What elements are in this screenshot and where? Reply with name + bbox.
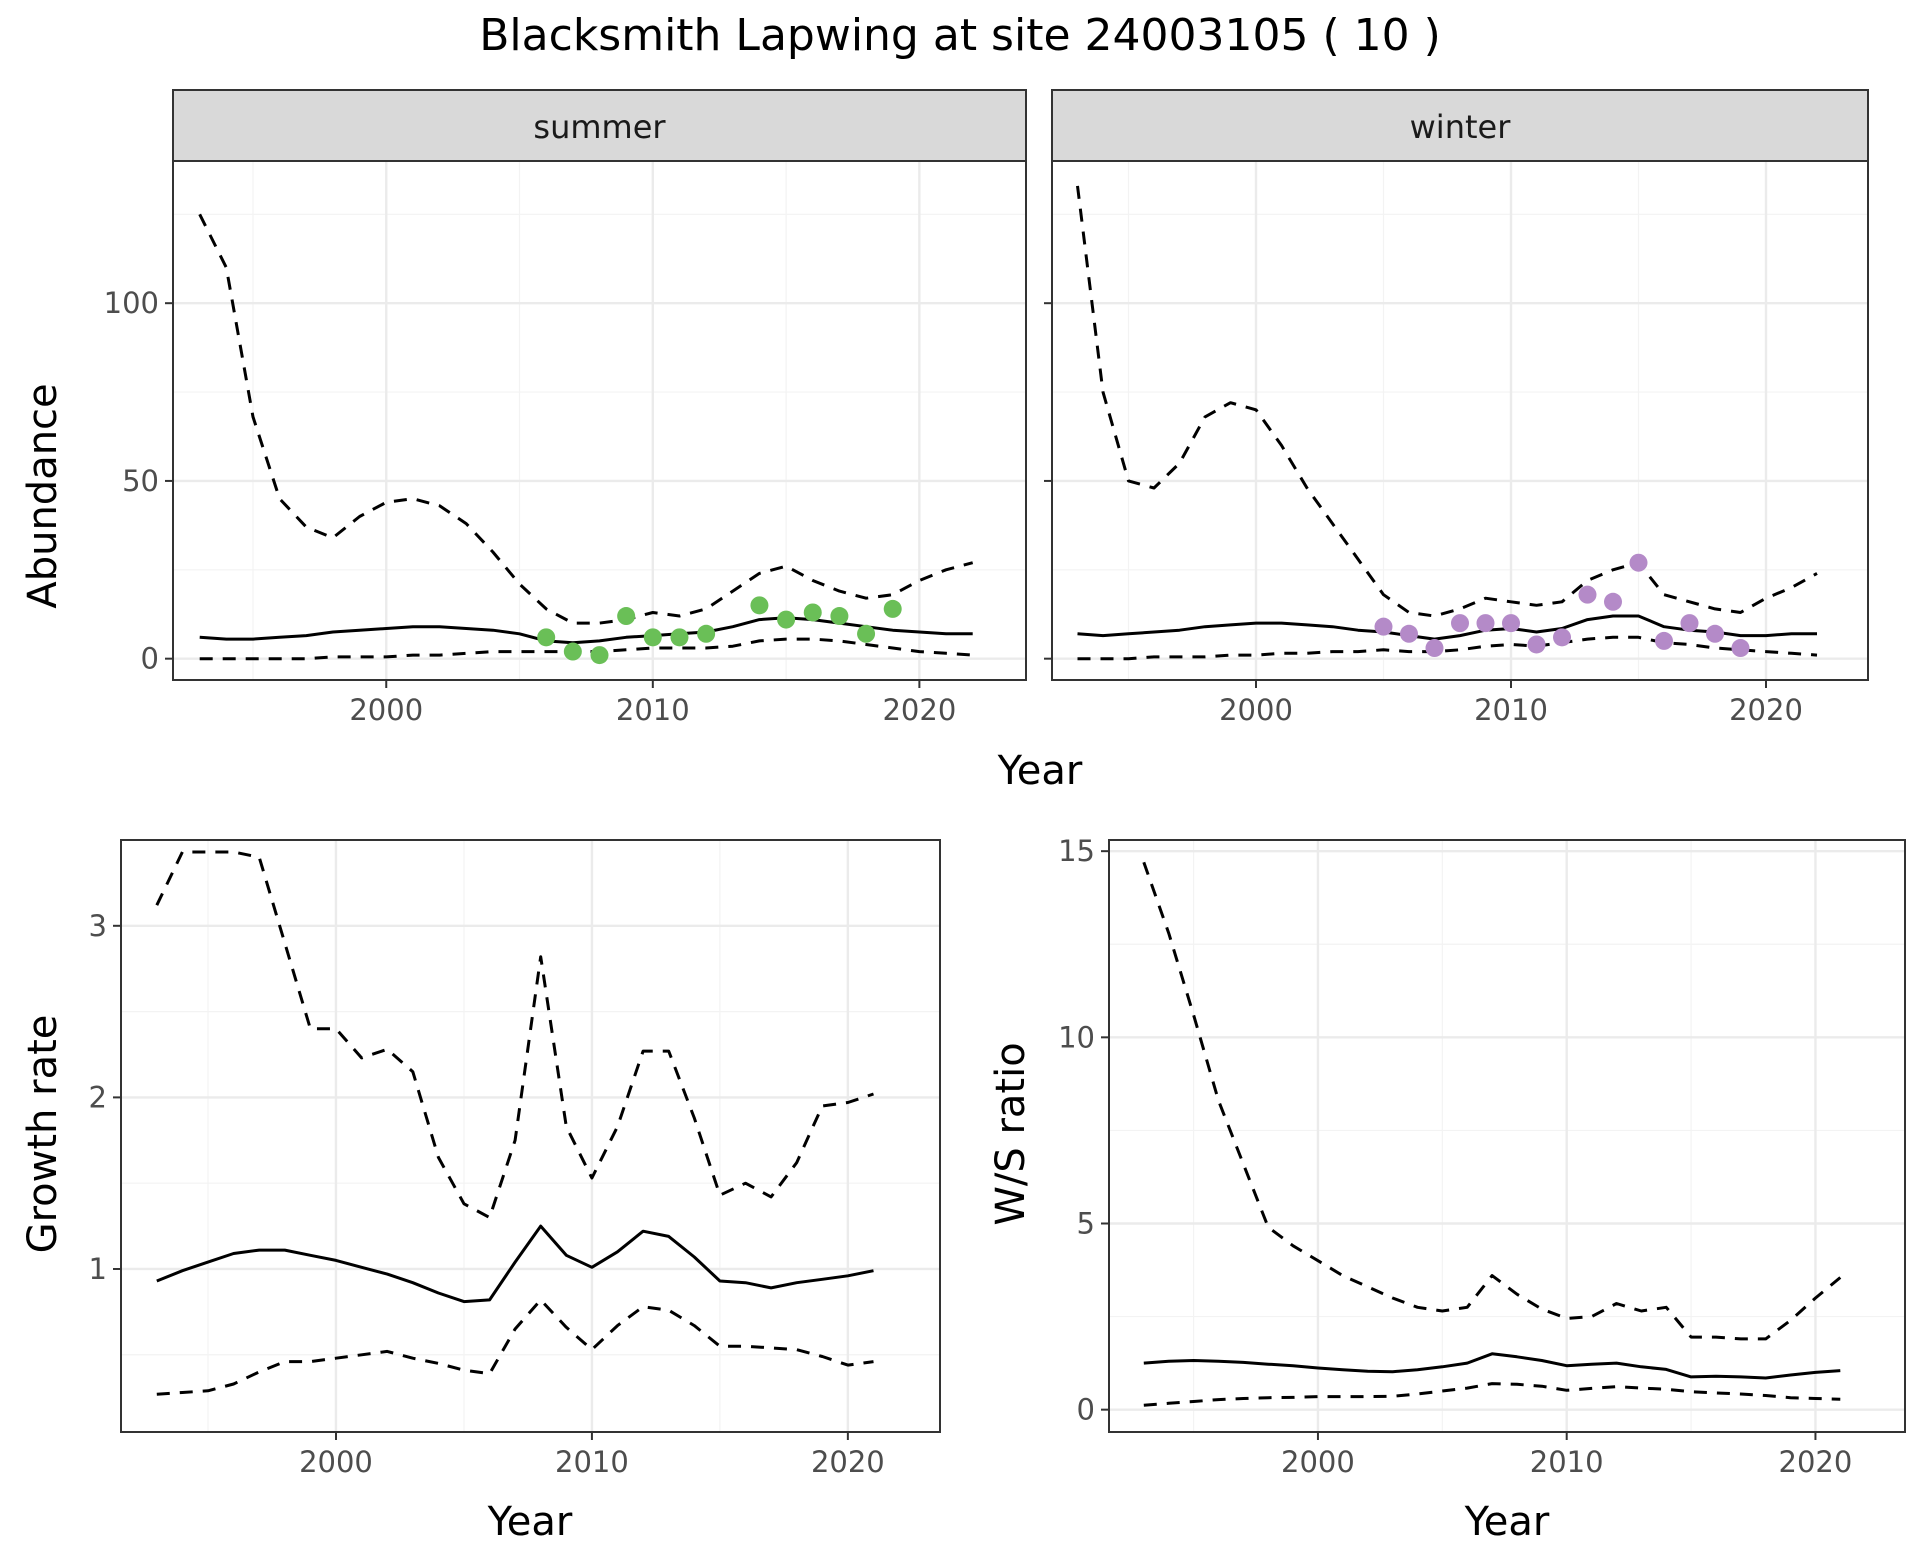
winter-observed-point — [1502, 614, 1520, 633]
winter-observed-point — [1680, 614, 1699, 633]
summer-observed-point — [563, 642, 582, 661]
summer-observed-point — [830, 607, 849, 626]
summer-x-tick-label: 2020 — [882, 693, 956, 727]
summer-plot-background — [173, 161, 1026, 680]
summer-y-tick-label: 100 — [104, 286, 159, 320]
ws-ratio-y-tick-label: 0 — [1077, 1393, 1095, 1427]
winter-panel-border — [1051, 160, 1869, 681]
ws-ratio-plot-background — [1109, 840, 1905, 1432]
ws-ratio-x-tick-label: 2010 — [1530, 1445, 1604, 1479]
top-y-axis-title: Abundance — [20, 383, 66, 608]
growth-rate-y-tick-label: 1 — [89, 1252, 107, 1286]
ws-ratio-panel-border — [1108, 839, 1906, 1433]
figure-title: Blacksmith Lapwing at site 24003105 ( 10… — [479, 10, 1441, 61]
winter-x-tick-label: 2010 — [1474, 693, 1548, 727]
summer-x-tick-label: 2000 — [349, 693, 423, 727]
winter-observed-point — [1731, 639, 1750, 658]
summer-observed-point — [617, 607, 636, 626]
summer-observed-point — [697, 624, 716, 643]
winter-observed-point — [1604, 592, 1622, 611]
summer-observed-point — [670, 628, 689, 647]
facet-strip-winter — [1051, 89, 1869, 162]
summer-observed-point — [750, 596, 769, 615]
panel-winter: 2000 2010 2020 — [1044, 160, 1869, 727]
growth-rate-mean-line — [156, 1224, 874, 1304]
growth-rate-x-tick-label: 2010 — [555, 1445, 629, 1479]
top-x-axis-title: Year — [997, 748, 1083, 794]
summer-observed-point — [777, 610, 796, 629]
summer-lower-line — [199, 637, 973, 661]
summer-y-tick-label: 0 — [141, 642, 159, 676]
winter-observed-point — [1578, 585, 1597, 604]
growth-rate-y-tick-label: 3 — [89, 909, 107, 943]
ratio-y-axis-title: W/S ratio — [988, 1042, 1034, 1225]
winter-observed-point — [1655, 631, 1673, 650]
panel-growth-rate: 2000 2010 2020 1 2 3 — [89, 839, 941, 1479]
ws-ratio-mean-line — [1143, 1352, 1841, 1380]
ws-ratio-y-tick-label: 10 — [1058, 1020, 1095, 1054]
growth-rate-upper-line — [155, 850, 874, 1219]
winter-x-tick-label: 2000 — [1219, 693, 1293, 727]
growth-rate-panel-border — [120, 839, 941, 1433]
growth-rate-plot-background — [121, 840, 940, 1432]
winter-plot-background — [1052, 161, 1868, 680]
winter-observed-point — [1476, 614, 1495, 633]
facet-label-summer: summer — [533, 108, 666, 146]
ratio-x-axis-title: Year — [1464, 1499, 1550, 1545]
growth-rate-x-tick-label: 2000 — [299, 1445, 373, 1479]
panel-summer: 2000 2010 2020 0 50 100 — [104, 160, 1027, 727]
panel-ws-ratio: 2000 2010 2020 0 5 10 15 — [1058, 834, 1906, 1479]
summer-observed-point — [803, 603, 822, 622]
winter-observed-point — [1400, 624, 1418, 643]
summer-panel-border — [172, 160, 1027, 681]
ws-ratio-x-tick-label: 2020 — [1779, 1445, 1853, 1479]
summer-x-tick-label: 2010 — [616, 693, 690, 727]
summer-observed-point — [590, 646, 609, 665]
summer-observed-point — [643, 628, 662, 647]
ws-ratio-lower-line — [1143, 1382, 1841, 1407]
ws-ratio-upper-line — [1142, 861, 1842, 1341]
growth-rate-lower-line — [156, 1298, 874, 1396]
winter-observed-point — [1527, 635, 1546, 654]
ws-ratio-x-tick-label: 2000 — [1281, 1445, 1355, 1479]
summer-observed-point — [883, 599, 902, 618]
facet-strip-summer — [172, 89, 1027, 162]
winter-observed-point — [1451, 614, 1469, 633]
summer-observed-point — [857, 624, 876, 643]
winter-upper-line — [1076, 185, 1818, 618]
growth-rate-y-tick-label: 2 — [89, 1080, 107, 1114]
summer-upper-line — [198, 213, 974, 625]
winter-observed-point — [1706, 624, 1724, 643]
ws-ratio-y-tick-label: 5 — [1077, 1206, 1095, 1240]
winter-observed-point — [1425, 639, 1444, 658]
winter-lower-line — [1077, 635, 1818, 661]
summer-y-tick-label: 50 — [122, 464, 159, 498]
winter-observed-point — [1374, 617, 1393, 636]
winter-x-tick-label: 2020 — [1729, 693, 1803, 727]
growth-x-axis-title: Year — [487, 1499, 573, 1545]
growth-rate-x-tick-label: 2020 — [811, 1445, 885, 1479]
growth-y-axis-title: Growth rate — [20, 1015, 66, 1254]
winter-observed-point — [1629, 553, 1648, 572]
winter-observed-point — [1553, 628, 1571, 647]
facet-label-winter: winter — [1410, 108, 1512, 146]
summer-observed-point — [537, 628, 556, 647]
ws-ratio-y-tick-label: 15 — [1058, 834, 1095, 868]
